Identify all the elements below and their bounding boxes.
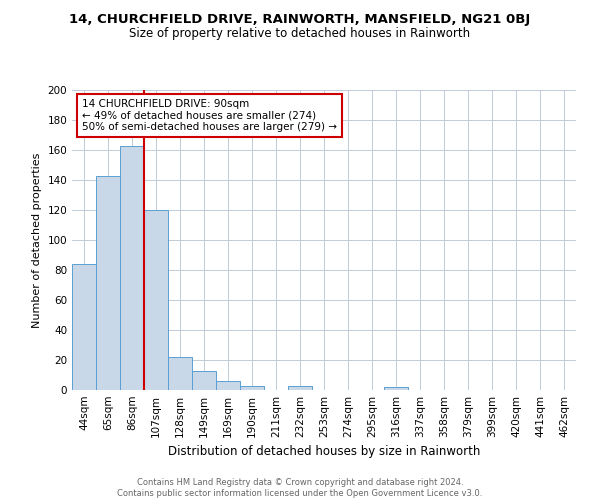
Bar — [216, 381, 240, 390]
Bar — [384, 387, 408, 390]
Bar — [72, 264, 96, 390]
Text: 14, CHURCHFIELD DRIVE, RAINWORTH, MANSFIELD, NG21 0BJ: 14, CHURCHFIELD DRIVE, RAINWORTH, MANSFI… — [70, 12, 530, 26]
X-axis label: Distribution of detached houses by size in Rainworth: Distribution of detached houses by size … — [168, 446, 480, 458]
Text: Contains HM Land Registry data © Crown copyright and database right 2024.
Contai: Contains HM Land Registry data © Crown c… — [118, 478, 482, 498]
Text: 14 CHURCHFIELD DRIVE: 90sqm
← 49% of detached houses are smaller (274)
50% of se: 14 CHURCHFIELD DRIVE: 90sqm ← 49% of det… — [82, 99, 337, 132]
Bar — [144, 210, 168, 390]
Bar — [240, 386, 264, 390]
Bar — [96, 176, 120, 390]
Bar — [168, 357, 192, 390]
Bar — [120, 146, 144, 390]
Bar — [288, 386, 312, 390]
Y-axis label: Number of detached properties: Number of detached properties — [32, 152, 42, 328]
Bar — [192, 370, 216, 390]
Text: Size of property relative to detached houses in Rainworth: Size of property relative to detached ho… — [130, 28, 470, 40]
